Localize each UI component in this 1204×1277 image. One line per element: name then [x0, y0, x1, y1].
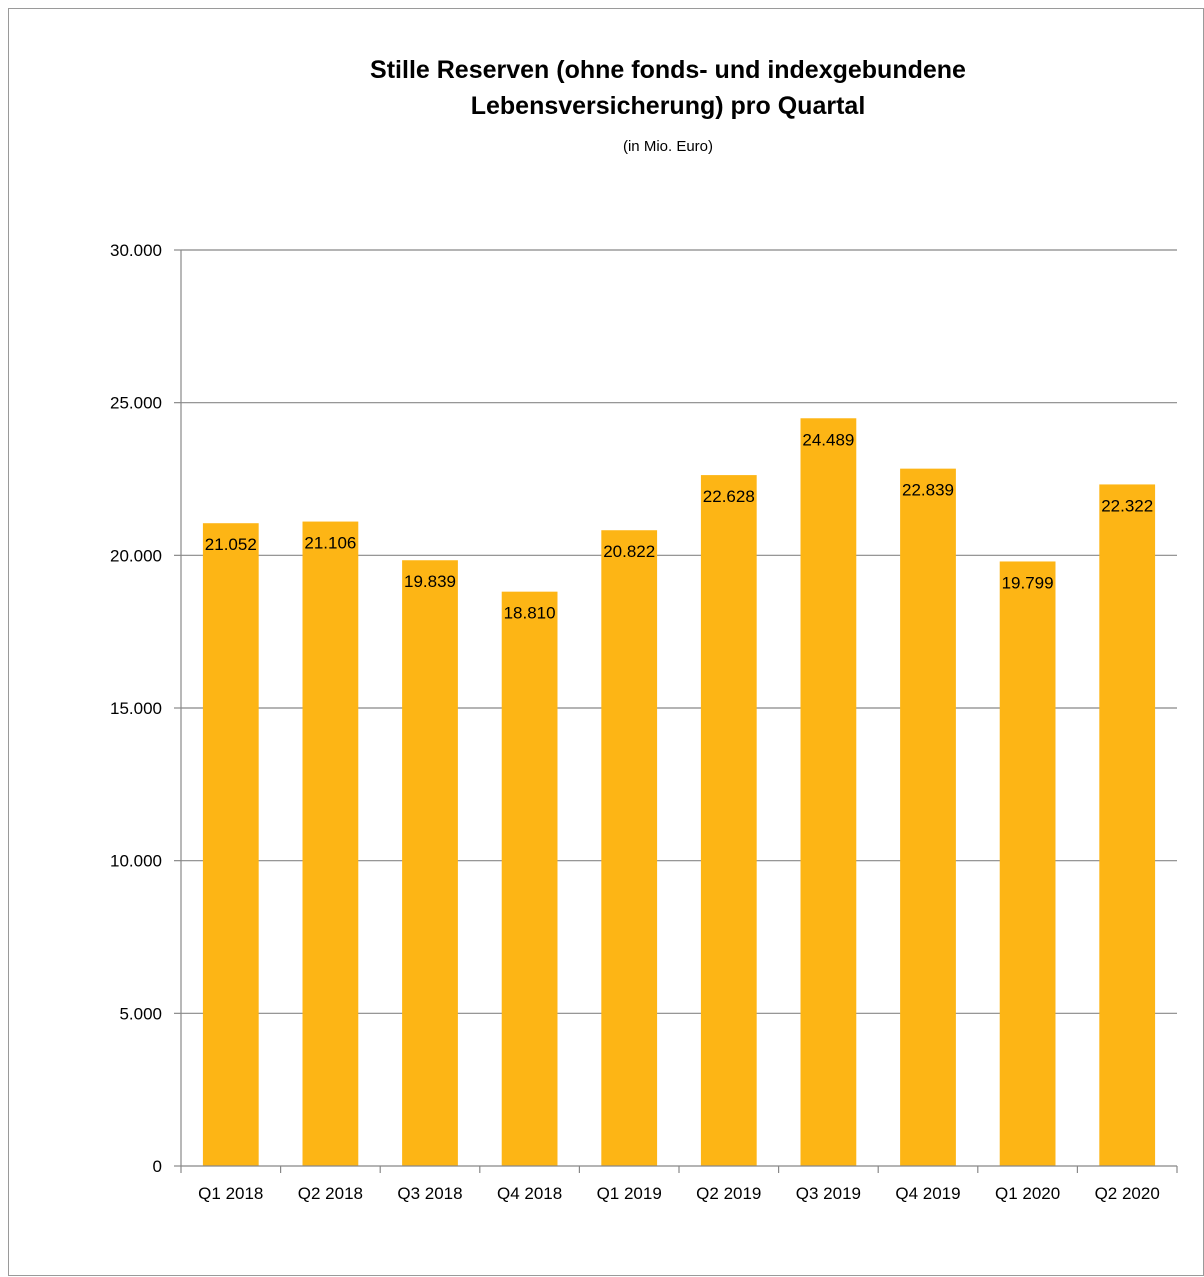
y-tick-label: 15.000 — [110, 699, 162, 718]
bar — [601, 530, 658, 1166]
data-label: 19.799 — [1002, 573, 1054, 592]
data-label: 22.839 — [902, 481, 954, 500]
y-tick-label: 0 — [153, 1157, 162, 1176]
bar — [1099, 484, 1156, 1166]
bar — [700, 475, 757, 1166]
data-label: 20.822 — [603, 542, 655, 561]
y-tick-label: 10.000 — [110, 852, 162, 871]
bars — [202, 418, 1156, 1167]
x-tick-label: Q3 2018 — [397, 1184, 462, 1203]
y-tick-label: 20.000 — [110, 546, 162, 565]
x-tick-label: Q1 2019 — [597, 1184, 662, 1203]
data-label: 21.106 — [304, 534, 356, 553]
bar — [800, 418, 857, 1167]
labels: 0 5.000 10.000 15.000 20.000 25.000 30.000 Q1 2… — [110, 241, 1160, 1203]
data-label: 22.628 — [703, 487, 755, 506]
x-tick-label: Q4 2018 — [497, 1184, 562, 1203]
y-tick-label: 25.000 — [110, 394, 162, 413]
chart-title: Stille Reserven (ohne fonds- und indexge… — [0, 52, 1204, 124]
x-tick-label: Q3 2019 — [796, 1184, 861, 1203]
x-tick-label: Q1 2020 — [995, 1184, 1060, 1203]
x-tick-label: Q2 2018 — [298, 1184, 363, 1203]
data-label: 19.839 — [404, 572, 456, 591]
data-label: 21.052 — [205, 535, 257, 554]
x-tick-label: Q4 2019 — [895, 1184, 960, 1203]
bar — [999, 561, 1056, 1166]
bar — [900, 468, 956, 1167]
chart-title-line-2: Lebensversicherung) pro Quartal — [470, 92, 866, 120]
x-tick-label: Q1 2018 — [198, 1184, 263, 1203]
bar — [302, 521, 359, 1166]
x-tick-label: Q2 2020 — [1095, 1184, 1160, 1203]
bar — [501, 591, 558, 1166]
axes — [174, 249, 1178, 1173]
y-tick-label: 30.000 — [110, 241, 162, 260]
data-label: 18.810 — [504, 604, 556, 623]
data-label: 22.322 — [1101, 496, 1153, 515]
data-label: 24.489 — [802, 430, 854, 449]
chart-subtitle: (in Mio. Euro) — [622, 138, 714, 155]
bar — [402, 560, 458, 1166]
x-tick-label: Q2 2019 — [696, 1184, 761, 1203]
bar — [202, 523, 259, 1166]
y-tick-label: 5.000 — [119, 1004, 162, 1023]
chart-title-line-1: Stille Reserven (ohne fonds- und indexge… — [370, 56, 966, 84]
